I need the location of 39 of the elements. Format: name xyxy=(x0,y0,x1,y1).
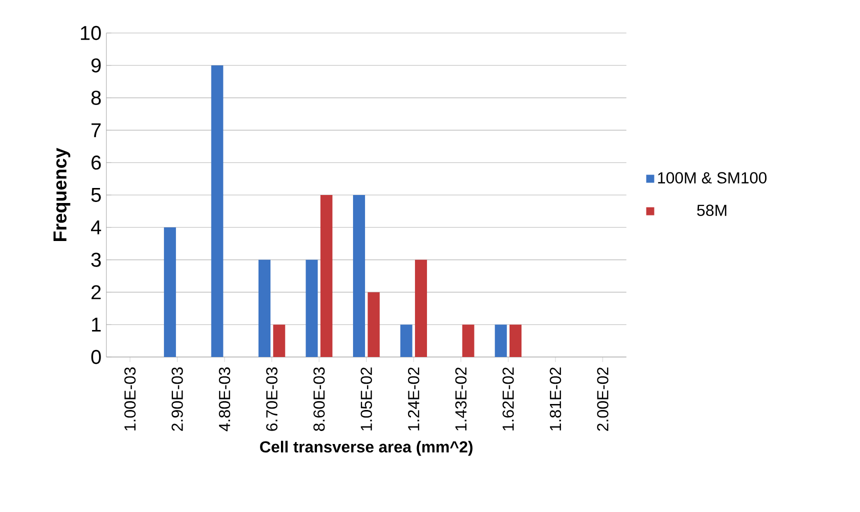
y-tick-label: 8 xyxy=(91,90,101,105)
bar xyxy=(320,195,332,357)
legend-label: 100M & SM100 xyxy=(658,172,767,184)
text: 58M xyxy=(697,204,726,216)
y-tick-label: 9 xyxy=(91,58,101,72)
x-tick-label: 6.70E-03 xyxy=(266,367,278,431)
bar xyxy=(211,65,224,357)
bar xyxy=(400,324,412,357)
y-tick-label: 5 xyxy=(91,188,101,202)
y-tick-label: 3 xyxy=(91,252,101,267)
x-tick-label: 2.90E-03 xyxy=(172,367,183,431)
bar xyxy=(510,324,522,357)
y-tick-label: 7 xyxy=(92,123,101,138)
y-tick-label: 2 xyxy=(92,285,101,300)
x-tick-label: 8.60E-03 xyxy=(313,367,325,431)
bar xyxy=(273,324,286,357)
x-tick-label: 1.24E-02 xyxy=(408,368,420,430)
x-tick-label: 2.00E-02 xyxy=(597,368,608,431)
y-tick-label: 6 xyxy=(92,156,101,170)
bar xyxy=(353,195,366,357)
y-tick-label: 0 xyxy=(91,350,101,364)
y-tick-label: 10 xyxy=(80,26,101,40)
bar xyxy=(494,324,507,357)
x-tick-label: 1.00E-03 xyxy=(124,367,136,430)
x-tick-label: 1.62E-02 xyxy=(502,368,514,430)
y-tick-label: 1 xyxy=(92,318,101,332)
bar xyxy=(258,260,270,357)
x-tick-label: 1.81E-02 xyxy=(550,368,562,430)
x-tick-label: 1.43E-02 xyxy=(455,368,467,430)
y-tick-label: 4 xyxy=(90,220,102,234)
bar xyxy=(462,324,474,357)
bar xyxy=(368,292,380,357)
bar xyxy=(414,260,427,357)
x-tick-label: 1.05E-02 xyxy=(360,368,372,430)
bar xyxy=(306,260,318,357)
bar xyxy=(164,227,176,357)
x-axis-title: Cell transverse area (mm^2) xyxy=(260,440,472,456)
y-axis-title: Frequency xyxy=(54,148,70,241)
x-tick-label: 4.80E-03 xyxy=(218,367,230,432)
